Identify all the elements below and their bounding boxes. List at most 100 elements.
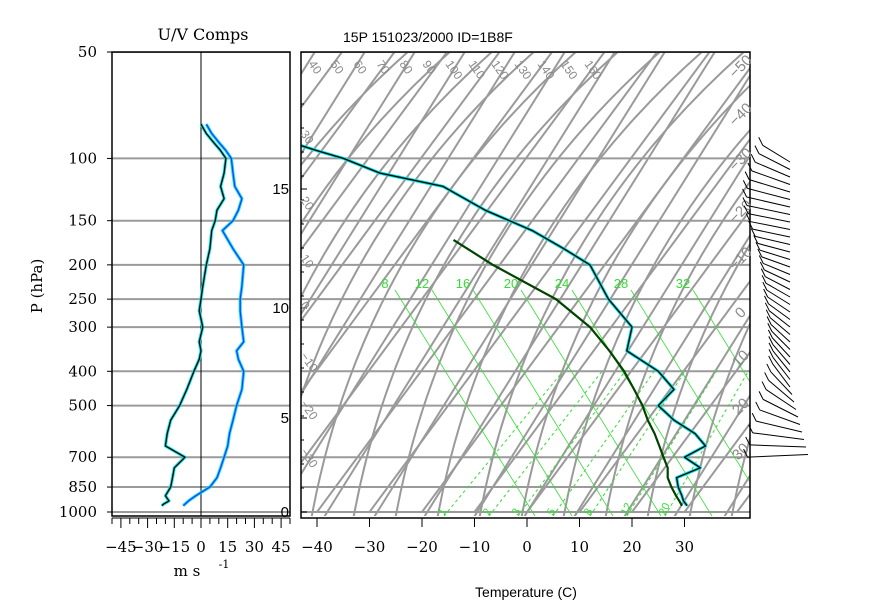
wind-barb-flag	[742, 180, 748, 189]
skewt-dry-adiabat	[520, 84, 750, 516]
moist-adiabat-label: 2	[481, 507, 494, 518]
skewt-counter-line	[473, 73, 750, 516]
uv-xtick-label: −45	[105, 538, 137, 556]
skewt-isotherm	[526, 208, 750, 513]
skewt-counter-line	[373, 52, 666, 516]
temperature-tick-label: −40	[301, 538, 333, 556]
pressure-tick-label: 250	[68, 290, 97, 308]
theta-label-left: 0	[298, 299, 313, 313]
theta-label-top: 150	[558, 58, 581, 83]
temperature-tick-label: 0	[522, 538, 532, 556]
wind-barb-staff	[765, 276, 791, 290]
skewt-dry-adiabat	[394, 52, 662, 516]
wind-barb-staff	[756, 420, 803, 433]
pressure-tick-label: 700	[68, 448, 97, 466]
wind-barb-staff	[766, 289, 791, 305]
pressure-axis-label: P (hPa)	[28, 259, 46, 314]
skewt-counter-line	[673, 393, 750, 516]
skewt-counter-line	[523, 153, 750, 516]
wind-barb-flag	[764, 302, 770, 312]
wind-barb-staff	[764, 269, 791, 283]
wind-barb-flag	[765, 309, 771, 318]
pressure-tick-label: 500	[68, 397, 97, 415]
skewt-plot-area	[301, 42, 887, 522]
wind-barb-staff	[772, 363, 791, 388]
pressure-tick-label: 150	[68, 212, 97, 230]
mixing-ratio-label: 28	[614, 276, 628, 291]
skewt-isotherm	[301, 52, 343, 110]
uv-xlabel-exponent: -1	[219, 558, 230, 571]
mixing-ratio-line	[692, 289, 750, 383]
uv-frame	[111, 51, 291, 517]
wind-barb-staff	[755, 161, 791, 178]
skewt-isotherm	[421, 66, 750, 513]
skewt-isotherm	[736, 492, 750, 513]
wind-barb-flag	[761, 381, 767, 390]
skewt-dry-adiabat	[436, 52, 704, 516]
wind-barb-staff	[755, 235, 791, 245]
wind-barb-flag	[758, 137, 764, 146]
wind-barb-staff	[752, 228, 791, 238]
wind-barb-staff	[770, 371, 793, 395]
skewt-isotherm	[301, 52, 448, 252]
wind-barb-staff	[749, 444, 807, 448]
height-tick-label: 0	[281, 504, 289, 521]
wind-barb-flag	[754, 145, 760, 154]
skewt-counter-line	[423, 52, 716, 516]
wind-barb-staff	[759, 409, 801, 425]
mixing-ratio-line	[630, 289, 750, 483]
skewt-dry-adiabat	[301, 52, 494, 300]
moist-adiabat-label: 20	[657, 501, 673, 517]
wind-barb-flag	[745, 213, 751, 222]
dry-adiabat-label: −50	[726, 52, 756, 82]
wind-barb-flag	[759, 261, 765, 271]
wind-barb-flag	[743, 448, 749, 458]
wind-barb-flag	[753, 235, 759, 244]
wind-barb-flag	[758, 391, 764, 400]
skewt-dry-adiabat	[562, 128, 750, 516]
skewt-dry-adiabat	[604, 180, 750, 516]
skewt-frame	[300, 51, 751, 519]
skewt-counter-line	[301, 52, 516, 396]
skewt-counter-line	[301, 52, 566, 476]
skewt-counter-line	[573, 233, 750, 516]
wind-barb-staff	[750, 221, 791, 230]
wind-barb-staff	[765, 282, 791, 298]
wind-barb-staff	[769, 310, 791, 328]
wind-barb-staff	[772, 357, 791, 380]
chart-title: 15P 151023/2000 ID=1B8F	[343, 29, 513, 45]
wind-barb-flag	[761, 275, 767, 284]
moist-adiabat-label: 12	[619, 501, 635, 517]
theta-label-top: 90	[420, 58, 439, 77]
wind-barb-staff	[759, 249, 791, 260]
skewt-counter-line	[821, 42, 887, 522]
wind-barb-staff	[771, 330, 791, 350]
wind-barb-flag	[758, 255, 764, 264]
wind-barb-staff	[772, 337, 791, 358]
temperature-tick-label: −20	[406, 538, 438, 556]
skewt-dry-adiabat	[646, 242, 750, 516]
mixing-ratio-line	[431, 289, 573, 516]
uv-xtick-label: −15	[158, 538, 190, 556]
wind-barb-flag	[755, 401, 761, 411]
wind-barb-flag	[755, 241, 761, 251]
wind-barbs	[742, 137, 809, 458]
moist-adiabat-line	[443, 369, 565, 516]
temperature-line	[301, 144, 707, 507]
wind-barb-staff	[768, 303, 791, 320]
uv-series-u	[161, 123, 227, 507]
skewt-isotherm	[631, 350, 750, 513]
dry-adiabat-label: −10	[726, 244, 756, 274]
skewt-dry-adiabat	[301, 52, 536, 400]
parcel-line	[452, 238, 683, 507]
moist-adiabat-line	[664, 369, 750, 516]
wind-barb-flag	[750, 153, 756, 163]
mixing-ratio-label: 32	[676, 276, 690, 291]
theta-label-top: 60	[351, 58, 370, 77]
wind-barb-staff	[769, 317, 791, 335]
moist-adiabat-label: 1	[436, 507, 449, 518]
wind-barb-staff	[757, 242, 791, 253]
temperature-tick-label: −10	[459, 538, 491, 556]
wind-barb-staff	[748, 213, 791, 223]
theta-label-top: 50	[328, 58, 347, 77]
